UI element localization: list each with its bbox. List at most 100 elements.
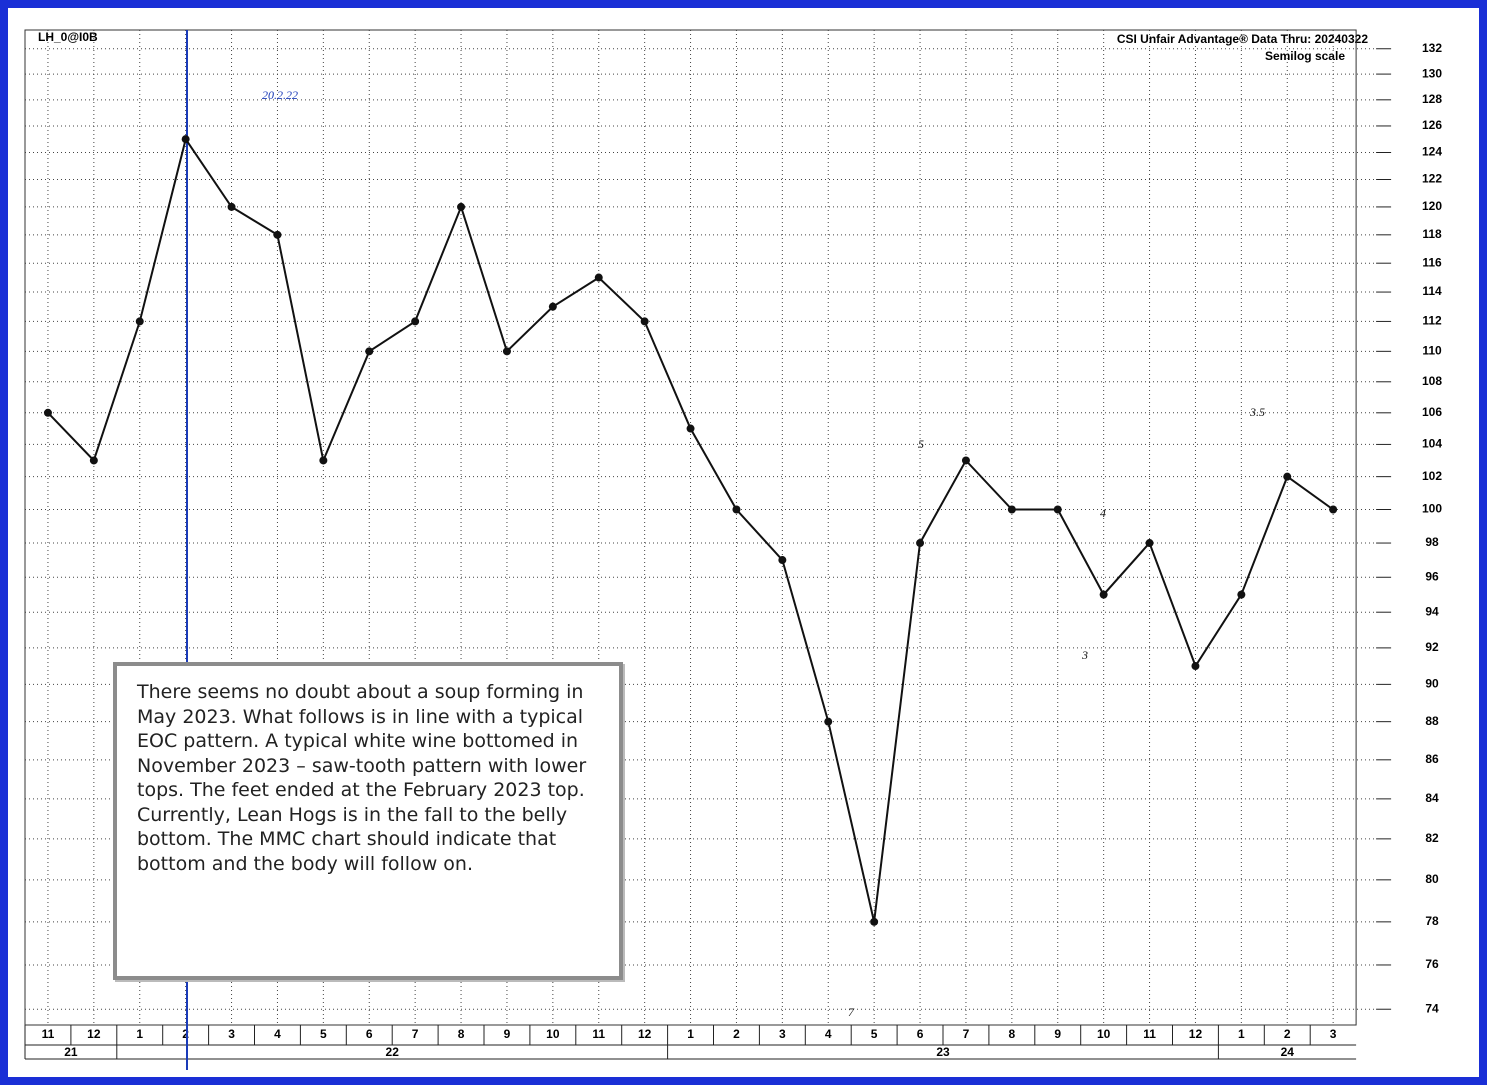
y-tick-label: 78 bbox=[1425, 914, 1439, 928]
price-point bbox=[90, 456, 98, 464]
x-tick-label: 2 bbox=[182, 1027, 189, 1041]
annotation: 7 bbox=[848, 1005, 855, 1019]
y-tick-label: 108 bbox=[1422, 374, 1442, 388]
x-tick-label: 2 bbox=[1284, 1027, 1291, 1041]
annotation: 20.2.22 bbox=[262, 88, 298, 102]
price-point bbox=[319, 456, 327, 464]
x-tick-label: 2 bbox=[733, 1027, 740, 1041]
y-tick-label: 124 bbox=[1422, 145, 1442, 159]
price-point bbox=[1146, 539, 1154, 547]
x-tick-label: 9 bbox=[504, 1027, 511, 1041]
price-point bbox=[732, 506, 740, 514]
x-tick-label: 10 bbox=[546, 1027, 560, 1041]
page: LH_0@I0B CSI Unfair Advantage® Data Thru… bbox=[0, 0, 1487, 1085]
price-point bbox=[1100, 591, 1108, 599]
y-tick-label: 116 bbox=[1422, 255, 1442, 269]
price-point bbox=[916, 539, 924, 547]
x-tick-label: 3 bbox=[228, 1027, 235, 1041]
x-tick-label: 5 bbox=[320, 1027, 327, 1041]
price-point bbox=[228, 203, 236, 211]
y-tick-label: 98 bbox=[1425, 535, 1439, 549]
x-tick-label: 10 bbox=[1097, 1027, 1111, 1041]
y-tick-label: 110 bbox=[1422, 344, 1442, 358]
y-tick-label: 102 bbox=[1422, 469, 1442, 483]
x-tick-label: 1 bbox=[687, 1027, 694, 1041]
x-tick-label: 8 bbox=[1009, 1027, 1016, 1041]
price-point bbox=[595, 274, 603, 282]
year-label: 21 bbox=[64, 1045, 78, 1059]
x-tick-label: 11 bbox=[1143, 1027, 1156, 1041]
year-label: 23 bbox=[936, 1045, 950, 1059]
chart-title: LH_0@I0B bbox=[38, 30, 98, 44]
y-tick-label: 94 bbox=[1425, 604, 1439, 618]
note-box: There seems no doubt about a soup formin… bbox=[113, 662, 623, 980]
x-tick-label: 12 bbox=[1189, 1027, 1203, 1041]
price-point bbox=[1054, 506, 1062, 514]
x-tick-label: 8 bbox=[458, 1027, 465, 1041]
y-tick-label: 112 bbox=[1422, 314, 1442, 328]
annotation: 4 bbox=[1100, 506, 1106, 520]
y-tick-label: 114 bbox=[1422, 284, 1442, 298]
annotation: 3 bbox=[1081, 648, 1088, 662]
y-tick-label: 120 bbox=[1422, 199, 1442, 213]
price-point bbox=[778, 556, 786, 564]
x-tick-label: 11 bbox=[592, 1027, 605, 1041]
y-tick-label: 88 bbox=[1425, 714, 1439, 728]
y-tick-label: 84 bbox=[1425, 791, 1439, 805]
x-tick-label: 1 bbox=[1238, 1027, 1245, 1041]
x-tick-label: 12 bbox=[638, 1027, 652, 1041]
y-tick-label: 126 bbox=[1422, 118, 1442, 132]
year-label: 24 bbox=[1281, 1045, 1295, 1059]
x-tick-label: 4 bbox=[825, 1027, 832, 1041]
annotation: 5 bbox=[918, 437, 924, 451]
y-tick-label: 92 bbox=[1425, 640, 1439, 654]
y-tick-label: 90 bbox=[1425, 677, 1439, 691]
price-point bbox=[182, 135, 190, 143]
x-tick-label: 3 bbox=[1330, 1027, 1337, 1041]
x-tick-label: 9 bbox=[1054, 1027, 1061, 1041]
y-tick-label: 76 bbox=[1425, 957, 1439, 971]
price-point bbox=[365, 347, 373, 355]
y-tick-label: 82 bbox=[1425, 831, 1439, 845]
y-tick-label: 130 bbox=[1422, 66, 1442, 80]
price-point bbox=[136, 317, 144, 325]
x-tick-label: 6 bbox=[366, 1027, 373, 1041]
x-tick-label: 6 bbox=[917, 1027, 924, 1041]
price-point bbox=[870, 918, 878, 926]
y-tick-label: 80 bbox=[1425, 872, 1439, 886]
price-point bbox=[1329, 506, 1337, 514]
y-tick-label: 74 bbox=[1425, 1001, 1439, 1015]
price-point bbox=[641, 317, 649, 325]
chart-subtitle: CSI Unfair Advantage® Data Thru: 2024032… bbox=[1117, 32, 1368, 46]
price-point bbox=[549, 303, 557, 311]
price-point bbox=[1237, 591, 1245, 599]
y-tick-label: 106 bbox=[1422, 405, 1442, 419]
price-point bbox=[1191, 662, 1199, 670]
x-tick-label: 5 bbox=[871, 1027, 878, 1041]
year-label: 22 bbox=[386, 1045, 400, 1059]
x-tick-label: 3 bbox=[779, 1027, 786, 1041]
y-tick-label: 96 bbox=[1425, 569, 1439, 583]
y-tick-label: 100 bbox=[1422, 502, 1442, 516]
price-point bbox=[1283, 473, 1291, 481]
price-point bbox=[503, 347, 511, 355]
price-point bbox=[962, 456, 970, 464]
y-tick-label: 86 bbox=[1425, 752, 1439, 766]
x-tick-label: 1 bbox=[136, 1027, 143, 1041]
price-point bbox=[457, 203, 465, 211]
price-point bbox=[1008, 506, 1016, 514]
price-point bbox=[44, 409, 52, 417]
y-tick-label: 118 bbox=[1422, 227, 1442, 241]
y-tick-label: 132 bbox=[1422, 41, 1442, 55]
y-tick-label: 104 bbox=[1422, 437, 1442, 451]
x-tick-label: 7 bbox=[412, 1027, 419, 1041]
price-point bbox=[411, 317, 419, 325]
scale-label: Semilog scale bbox=[1265, 49, 1345, 63]
price-point bbox=[824, 718, 832, 726]
annotation: 3.5 bbox=[1249, 405, 1265, 419]
y-tick-label: 128 bbox=[1422, 92, 1442, 106]
x-tick-label: 11 bbox=[42, 1027, 55, 1041]
price-point bbox=[687, 425, 695, 433]
x-tick-label: 12 bbox=[87, 1027, 101, 1041]
price-point bbox=[273, 231, 281, 239]
